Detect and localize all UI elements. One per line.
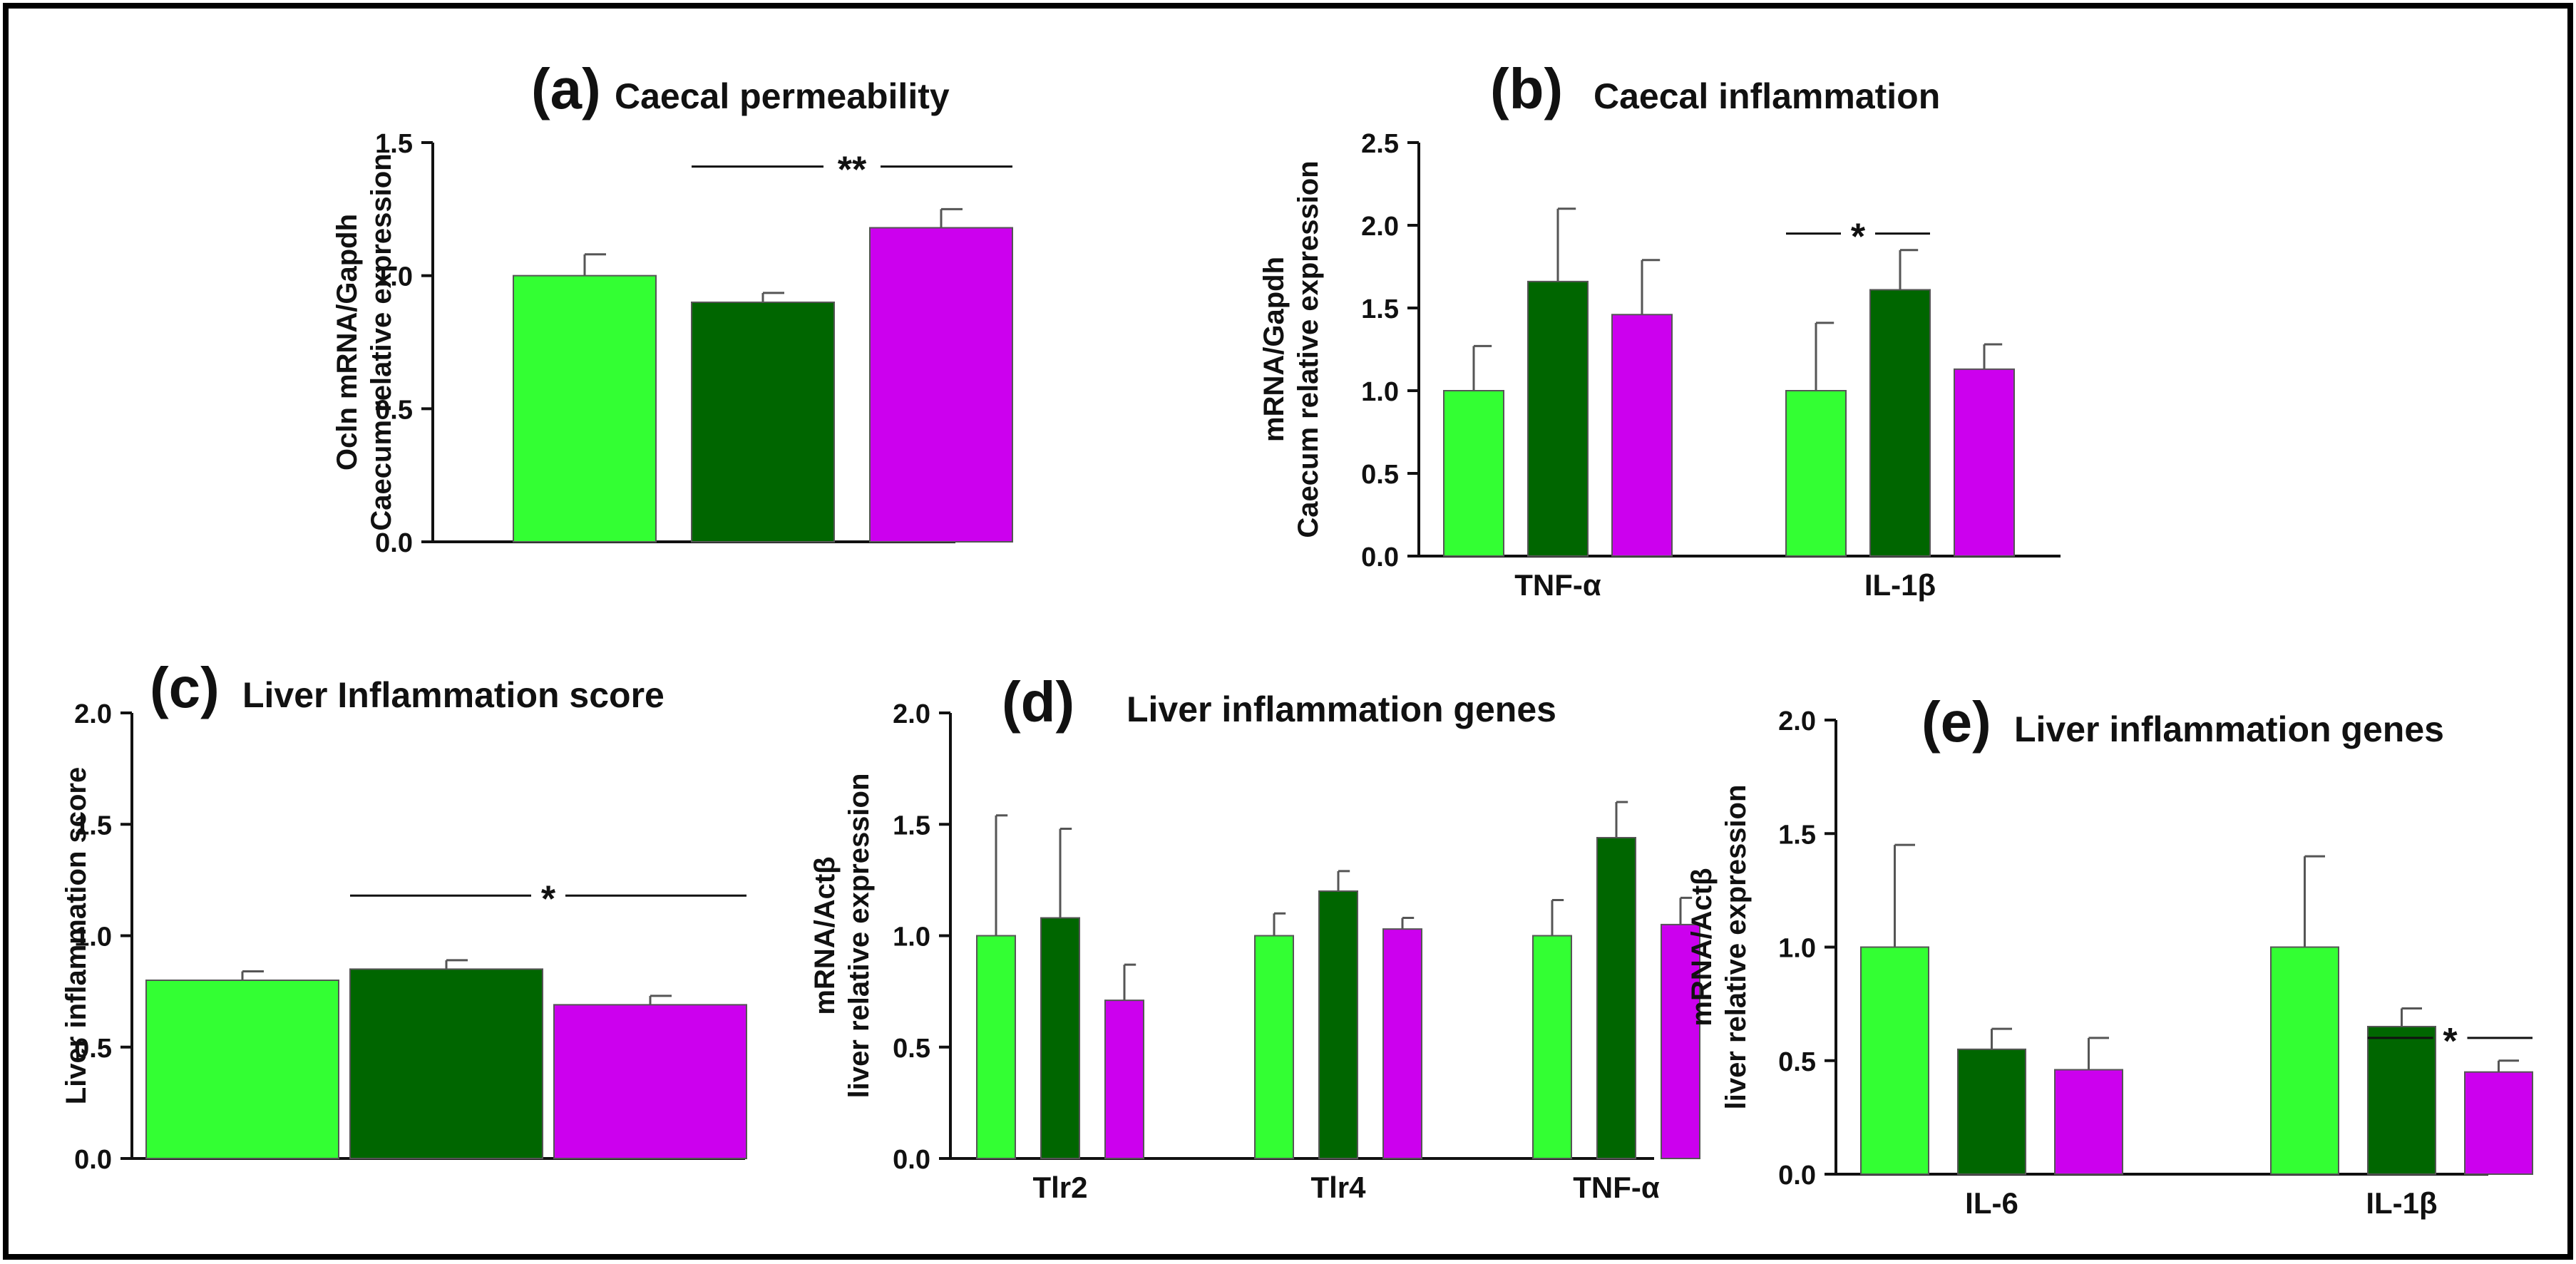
- bar-d-2-2: [1661, 923, 1700, 1159]
- y-tick-label: 1.0: [1361, 377, 1399, 407]
- bar-d-2-0: [1532, 935, 1572, 1159]
- significance-label: *: [2443, 1021, 2458, 1062]
- category-label: IL-6: [1965, 1186, 2018, 1220]
- significance-label: **: [838, 150, 867, 191]
- y-tick-label: 2.0: [74, 699, 112, 729]
- bar-a-0-2: [869, 227, 1013, 543]
- bar-d-1-2: [1382, 928, 1422, 1159]
- y-tick-label: 0.0: [74, 1145, 112, 1175]
- bar-e-0-0: [1860, 946, 1929, 1175]
- y-tick-label: 1.5: [1361, 294, 1399, 324]
- y-tick-label: 2.0: [893, 699, 930, 729]
- bar-a-0-0: [513, 274, 657, 543]
- bar-e-1-2: [2464, 1071, 2533, 1176]
- chart-title-b: Caecal inflammation: [1594, 76, 1940, 116]
- panel-label-d: (d): [1002, 670, 1074, 734]
- bar-e-0-2: [2054, 1069, 2123, 1175]
- y-tick-label: 0.0: [1361, 543, 1399, 572]
- category-label: Tlr4: [1310, 1171, 1366, 1204]
- chart-title-c: Liver Inflammation score: [242, 675, 664, 715]
- y-tick-label: 0.5: [1778, 1047, 1816, 1077]
- y-tick-label: 1.0: [74, 923, 112, 952]
- y-tick-label: 1.0: [1778, 934, 1816, 964]
- y-tick-label: 1.5: [1778, 820, 1816, 850]
- panel-b: (b) Caecal inflammation mRNA/Gapdh Caecum r…: [1258, 57, 2061, 602]
- y-axis-label-line: mRNA/Gapdh: [1258, 257, 1290, 442]
- bar-d-1-1: [1318, 890, 1358, 1159]
- bar-d-2-1: [1596, 837, 1636, 1159]
- y-tick-label: 1.0: [375, 262, 413, 292]
- y-axis-label-line: liver relative expression: [1720, 785, 1752, 1110]
- panel-label-b: (b): [1490, 57, 1563, 120]
- panel-d: (d) Liver inflammation genes mRNA/Actβ live…: [809, 670, 1700, 1204]
- y-tick-label: 2.0: [1778, 706, 1816, 736]
- y-tick-label: 1.5: [893, 811, 930, 841]
- category-label: TNF-α: [1573, 1171, 1660, 1204]
- y-axis-label-e: mRNA/Actβ liver relative expression: [1686, 785, 1752, 1110]
- y-tick-label: 0.0: [1778, 1161, 1816, 1191]
- y-tick-label: 0.5: [375, 395, 413, 425]
- y-axis-label-line: Liver inflammation score: [61, 767, 92, 1104]
- category-label: IL-1β: [1864, 568, 1936, 602]
- bar-b-1-1: [1869, 289, 1931, 557]
- y-axis-label-line: Caecum relative expression: [366, 153, 397, 530]
- panel-c: (c) Liver Inflammation score Liver inflamm…: [61, 656, 747, 1175]
- chart-title-d: Liver inflammation genes: [1127, 689, 1556, 729]
- bar-d-0-2: [1104, 1000, 1144, 1159]
- y-axis-label-line: mRNA/Actβ: [1686, 868, 1718, 1026]
- y-axis-label-line: Ocln mRNA/Gapdh: [332, 214, 363, 471]
- panel-a: (a) Caecal permeability Ocln mRNA/Gapdh Cae…: [332, 57, 1013, 558]
- bar-c-0-1: [349, 968, 543, 1159]
- bar-a-0-1: [691, 302, 835, 543]
- panel-e: (e) Liver inflammation genes mRNA/Actβ live…: [1686, 690, 2533, 1220]
- category-label: Tlr2: [1032, 1171, 1087, 1204]
- y-axis-label-a: Ocln mRNA/Gapdh Caecum relative expressio…: [332, 153, 397, 530]
- bar-e-0-1: [1957, 1048, 2026, 1175]
- bar-b-1-2: [1954, 368, 2015, 558]
- bar-c-0-2: [553, 1004, 747, 1159]
- bar-d-0-1: [1040, 917, 1080, 1159]
- chart-title-a: Caecal permeability: [615, 76, 950, 116]
- bar-b-0-2: [1611, 314, 1673, 557]
- y-tick-label: 0.0: [893, 1145, 930, 1175]
- y-axis-label-c: Liver inflammation score: [61, 767, 92, 1104]
- y-tick-label: 0.0: [375, 528, 413, 558]
- y-tick-label: 2.0: [1361, 212, 1399, 242]
- significance-label: *: [1851, 217, 1866, 258]
- bar-e-1-0: [2270, 946, 2339, 1175]
- significance-label: *: [541, 878, 556, 920]
- y-axis-label-line: liver relative expression: [843, 774, 875, 1099]
- bar-d-0-0: [976, 935, 1016, 1159]
- category-label: IL-1β: [2366, 1186, 2437, 1220]
- y-tick-label: 2.5: [1361, 129, 1399, 159]
- y-tick-label: 0.5: [1361, 460, 1399, 490]
- y-axis-label-line: Caecum relative expression: [1293, 160, 1324, 538]
- bar-d-1-0: [1254, 935, 1294, 1159]
- chart-title-e: Liver inflammation genes: [2014, 709, 2444, 749]
- bar-e-1-1: [2367, 1025, 2436, 1175]
- y-axis-label-b: mRNA/Gapdh Caecum relative expression: [1258, 160, 1324, 538]
- panel-label-e: (e): [1921, 690, 1991, 754]
- panel-label-a: (a): [531, 57, 601, 120]
- y-tick-label: 0.5: [74, 1034, 112, 1064]
- bar-c-0-0: [145, 980, 339, 1159]
- panel-label-c: (c): [150, 656, 220, 719]
- y-axis-label-line: mRNA/Actβ: [809, 856, 841, 1014]
- bar-b-0-1: [1527, 280, 1589, 557]
- y-tick-label: 1.0: [893, 923, 930, 952]
- y-tick-label: 0.5: [893, 1034, 930, 1064]
- bar-b-1-0: [1785, 390, 1847, 557]
- y-tick-label: 1.5: [74, 811, 112, 841]
- y-axis-label-d: mRNA/Actβ liver relative expression: [809, 774, 875, 1099]
- bar-b-0-0: [1443, 390, 1504, 557]
- category-label: TNF-α: [1514, 568, 1601, 602]
- y-tick-label: 1.5: [375, 129, 413, 159]
